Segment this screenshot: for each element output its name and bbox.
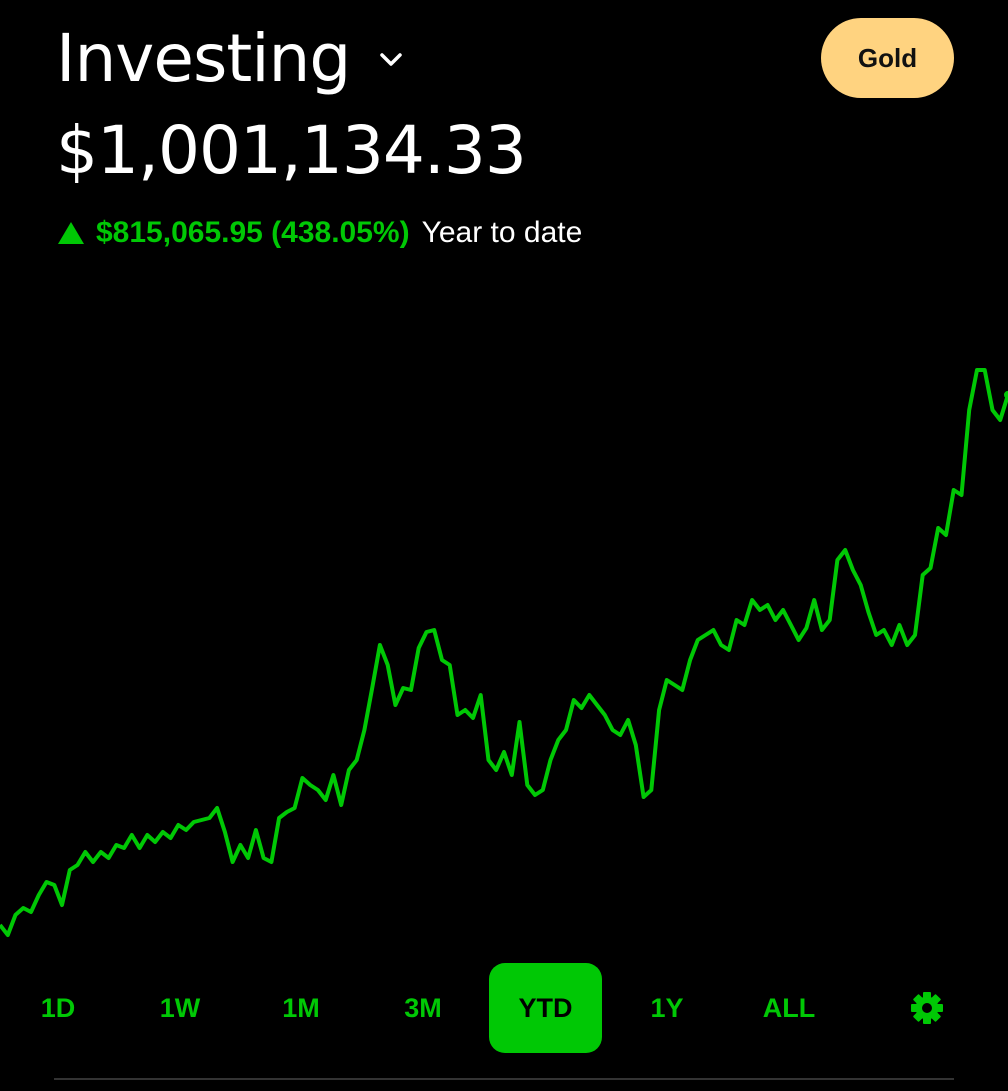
up-arrow-icon	[58, 222, 84, 244]
range-3m[interactable]: 3M	[404, 992, 442, 1023]
data-point	[1004, 390, 1008, 399]
range-1w[interactable]: 1W	[159, 992, 201, 1023]
range-all[interactable]: ALL	[762, 992, 816, 1023]
range-1m[interactable]: 1M	[282, 992, 320, 1023]
portfolio-change: $815,065.95 (438.05%) Year to date	[58, 216, 582, 250]
range-ytd[interactable]: YTD	[489, 963, 602, 1053]
chevron-down-icon	[380, 52, 403, 66]
chart-settings-button[interactable]	[900, 963, 954, 1053]
change-amount: $815,065.95 (438.05%)	[96, 216, 410, 249]
change-period: Year to date	[421, 216, 583, 249]
account-selector[interactable]: Investing	[56, 20, 406, 97]
portfolio-chart[interactable]	[0, 340, 1008, 960]
page-title: Investing	[56, 20, 351, 97]
range-1d[interactable]: 1D	[40, 992, 76, 1023]
portfolio-line	[0, 368, 1008, 937]
range-1y[interactable]: 1Y	[650, 992, 684, 1023]
range-selector: 1D 1W 1M 3M YTD 1Y ALL	[0, 963, 1008, 1053]
divider	[54, 1078, 954, 1080]
portfolio-value: $1,001,134.33	[56, 112, 527, 189]
gold-button[interactable]: Gold	[821, 18, 954, 98]
gear-icon	[911, 992, 943, 1024]
